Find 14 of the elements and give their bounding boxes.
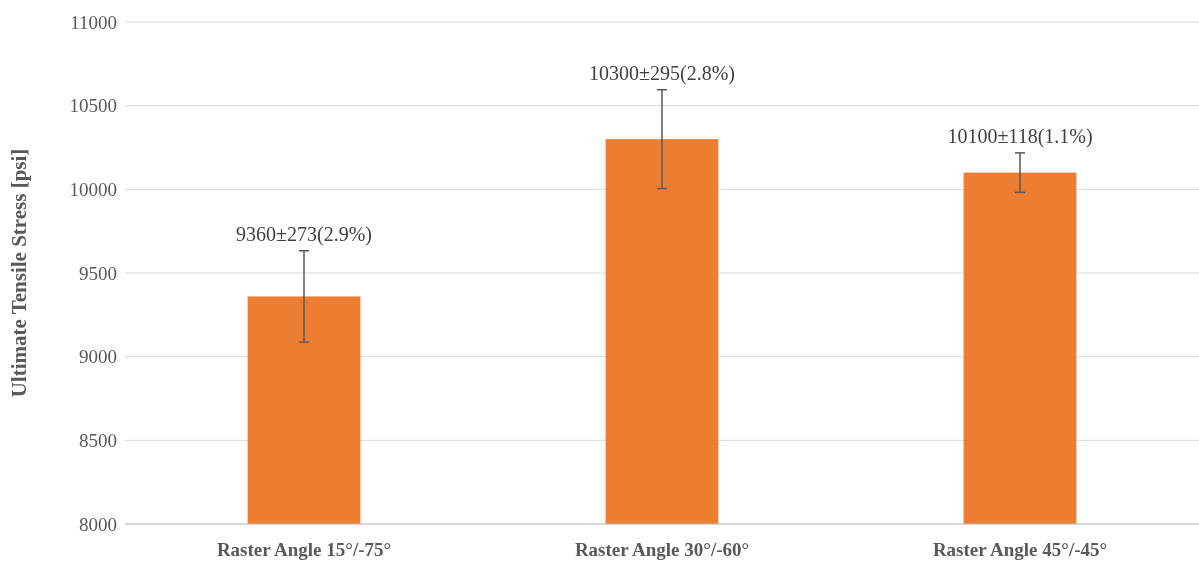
x-tick-label: Raster Angle 45°/-45° — [932, 539, 1108, 560]
y-tick-label: 10000 — [69, 178, 117, 200]
y-tick-label: 9500 — [79, 262, 117, 284]
y-tick-label: 8000 — [79, 513, 117, 535]
y-tick-label: 9000 — [79, 346, 117, 368]
data-label: 9360±273(2.9%) — [236, 222, 372, 246]
y-tick-label: 11000 — [70, 11, 117, 33]
data-label: 10100±118(1.1%) — [947, 124, 1093, 148]
x-tick-label: Raster Angle 30°/-60° — [574, 539, 750, 560]
y-tick-label: 10500 — [69, 95, 117, 117]
y-axis-title: Ultimate Tensile Stress [psi] — [7, 148, 31, 398]
x-tick-label: Raster Angle 15°/-75° — [216, 539, 392, 560]
y-tick-label: 8500 — [79, 429, 117, 451]
data-label: 10300±295(2.8%) — [589, 61, 735, 85]
